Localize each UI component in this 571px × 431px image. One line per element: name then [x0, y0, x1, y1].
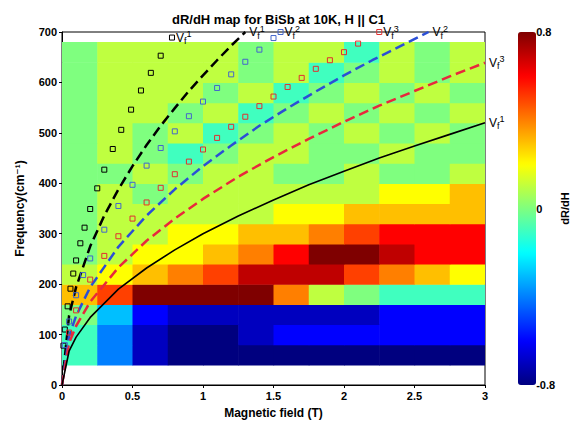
svg-text:dR/dH map for BiSb at 10K, H |: dR/dH map for BiSb at 10K, H || C1	[172, 12, 385, 27]
svg-text:f: f	[184, 36, 187, 46]
svg-text:f: f	[292, 30, 296, 41]
svg-text:f: f	[440, 30, 444, 41]
svg-text:3: 3	[394, 24, 399, 34]
svg-text:700: 700	[39, 26, 57, 38]
svg-text:f: f	[257, 30, 260, 41]
svg-text:Magnetic field (T): Magnetic field (T)	[224, 406, 323, 420]
svg-text:1.5: 1.5	[266, 390, 281, 402]
svg-text:0.5: 0.5	[125, 390, 140, 402]
svg-text:600: 600	[39, 76, 57, 88]
svg-text:0: 0	[51, 379, 57, 391]
svg-text:2: 2	[443, 24, 448, 34]
svg-text:V: V	[176, 31, 184, 45]
svg-text:1: 1	[259, 23, 265, 34]
svg-text:Frequency(cm⁻¹): Frequency(cm⁻¹)	[13, 160, 27, 256]
svg-text:400: 400	[39, 177, 57, 189]
svg-text:500: 500	[39, 127, 57, 139]
svg-text:f: f	[391, 30, 394, 41]
svg-text:3: 3	[500, 54, 505, 64]
svg-text:V: V	[383, 25, 391, 39]
svg-text:100: 100	[39, 329, 57, 341]
svg-text:0: 0	[536, 203, 542, 215]
svg-text:1: 1	[500, 114, 505, 124]
svg-text:300: 300	[39, 228, 57, 240]
svg-text:V: V	[249, 25, 257, 39]
svg-text:2: 2	[341, 390, 347, 402]
svg-text:1: 1	[200, 390, 206, 402]
svg-text:200: 200	[39, 278, 57, 290]
svg-text:V: V	[433, 25, 441, 39]
svg-text:0.8: 0.8	[536, 26, 551, 38]
svg-text:2.5: 2.5	[407, 390, 422, 402]
svg-text:dR/dH: dR/dH	[559, 192, 571, 224]
svg-text:2: 2	[295, 23, 301, 34]
svg-text:V: V	[489, 56, 497, 70]
svg-text:f: f	[497, 61, 500, 72]
svg-text:V: V	[285, 25, 293, 39]
svg-text:-0.8: -0.8	[536, 379, 555, 391]
svg-text:0: 0	[59, 390, 65, 402]
svg-text:1: 1	[186, 29, 191, 39]
svg-text:f: f	[497, 121, 500, 132]
svg-text:V: V	[489, 116, 497, 130]
svg-text:3: 3	[482, 390, 488, 402]
